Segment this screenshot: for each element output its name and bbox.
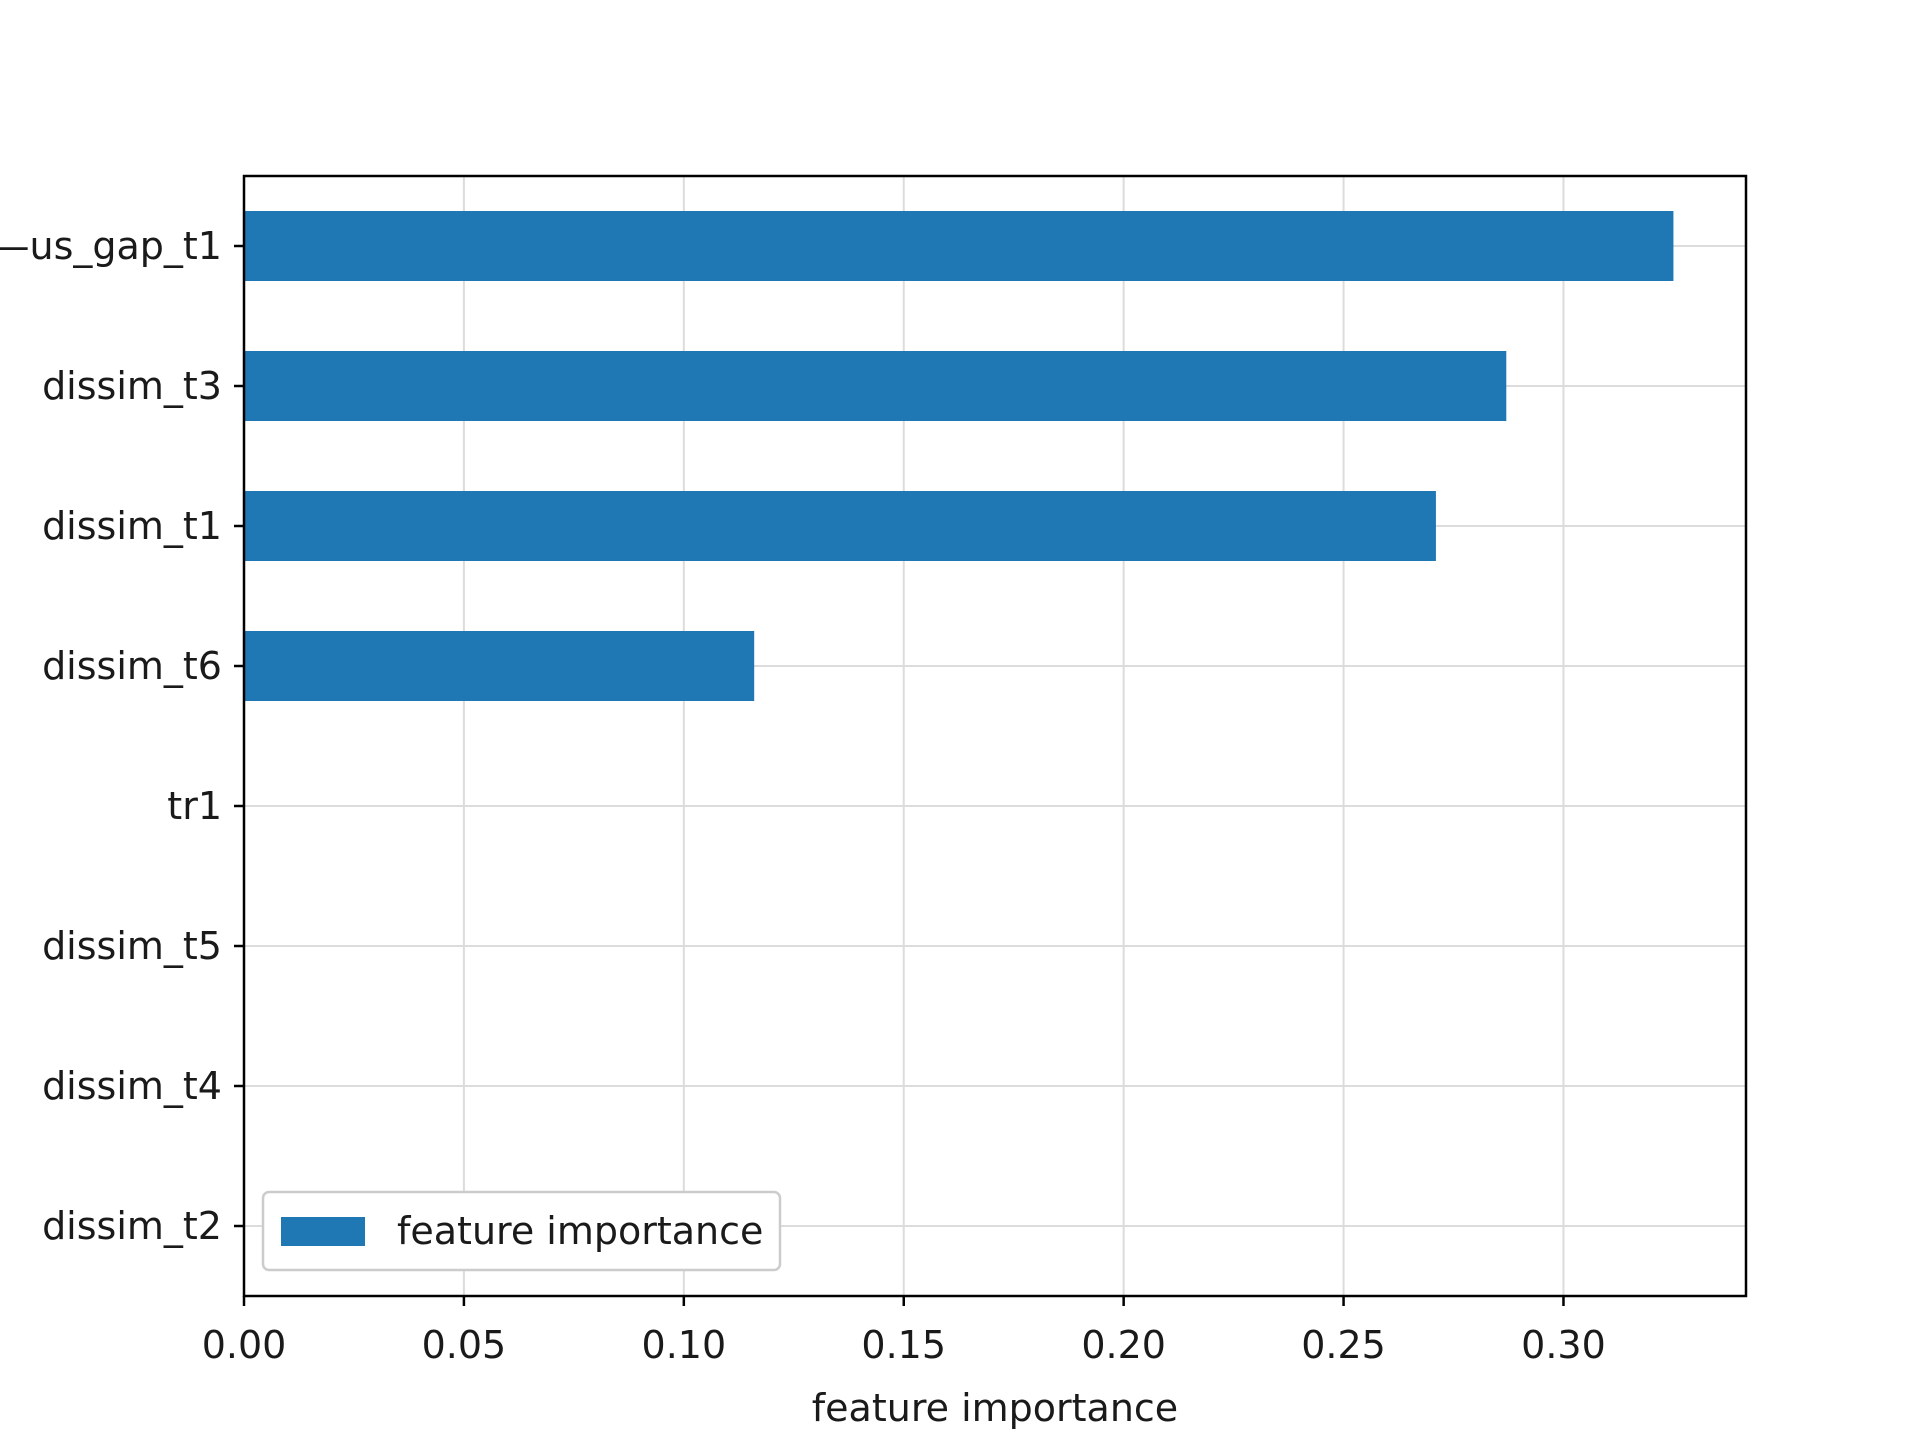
bar-dissim-t1 (244, 491, 1436, 561)
bar-dissim-t6 (244, 631, 755, 701)
x-tick-label: 0.10 (642, 1323, 727, 1367)
bar-layer (244, 211, 1674, 701)
y-tick-label: tr1 (167, 784, 222, 828)
bar-us-gap-t1 (244, 211, 1674, 281)
x-tick-label: 0.20 (1081, 1323, 1166, 1367)
plot-frame (242, 174, 1748, 1298)
x-tick-label: 0.15 (861, 1323, 946, 1367)
bar-dissim-t3 (244, 351, 1507, 421)
grid-layer (243, 176, 1746, 1296)
legend-label: feature importance (397, 1209, 763, 1253)
y-tick-label: dissim_t5 (42, 924, 222, 968)
x-tick-label: 0.30 (1521, 1323, 1606, 1367)
x-axis-label: feature importance (812, 1386, 1178, 1430)
x-tick-label: 0.05 (422, 1323, 507, 1367)
y-tick-label: dissim_t6 (42, 644, 222, 688)
x-tick-label: 0.00 (202, 1323, 287, 1367)
y-tick-label: —us_gap_t1 (0, 224, 222, 268)
y-tick-label: dissim_t2 (42, 1204, 222, 1248)
y-tick-label: dissim_t3 (42, 364, 222, 408)
y-tick-label: dissim_t1 (42, 504, 222, 548)
legend-swatch (281, 1217, 365, 1246)
axis-layer: —us_gap_t1 dissim_t3 dissim_t1 dissim_t6 tr1… (0, 174, 1748, 1367)
x-tick-label: 0.25 (1301, 1323, 1386, 1367)
y-tick-label: dissim_t4 (42, 1064, 222, 1108)
legend-frame (261, 1190, 782, 1272)
legend: feature importance (261, 1190, 782, 1272)
